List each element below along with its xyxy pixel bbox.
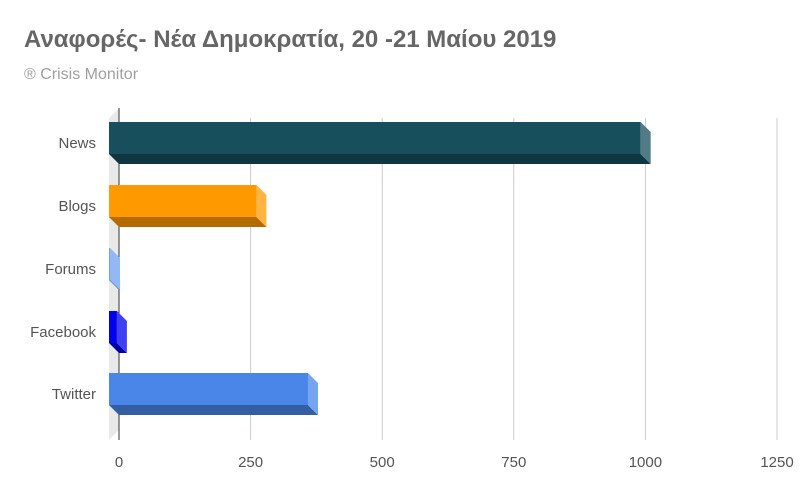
bar-twitter [109, 373, 318, 415]
category-label: Blogs [58, 198, 96, 215]
x-tick-label: 750 [501, 454, 526, 471]
x-tick-label: 1000 [629, 454, 662, 471]
bar-bottom-face [109, 405, 318, 415]
category-label: Twitter [52, 386, 96, 403]
x-tick-label: 0 [115, 454, 123, 471]
bar-front-face [109, 185, 257, 217]
bar-end-face [110, 248, 121, 290]
bar-end-face [116, 311, 127, 353]
bar-end-face [640, 122, 651, 164]
bar-news [109, 122, 651, 164]
x-tick-label: 1250 [760, 454, 793, 471]
bar-bottom-face [109, 154, 651, 164]
bar-front-face [109, 311, 117, 343]
bar-front-face [109, 373, 308, 405]
x-tick-label: 500 [370, 454, 395, 471]
category-label: Facebook [30, 324, 96, 341]
bar-forums [109, 248, 121, 290]
bar-bottom-face [109, 280, 121, 290]
chart-title: Αναφορές- Νέα Δημοκρατία, 20 -21 Μαίου 2… [24, 26, 557, 53]
bar-front-face [109, 122, 641, 154]
bar-end-face [256, 185, 267, 227]
category-label: Forums [45, 261, 96, 278]
category-label: News [58, 135, 96, 152]
bar-bottom-face [109, 217, 267, 227]
bar-bottom-face [109, 343, 127, 353]
x-tick-label: 250 [238, 454, 263, 471]
chart-subtitle: ® Crisis Monitor [24, 66, 139, 83]
bar-blogs [109, 185, 267, 227]
bar-facebook [109, 311, 127, 353]
bar-end-face [307, 373, 318, 415]
bar-front-face [109, 248, 111, 280]
